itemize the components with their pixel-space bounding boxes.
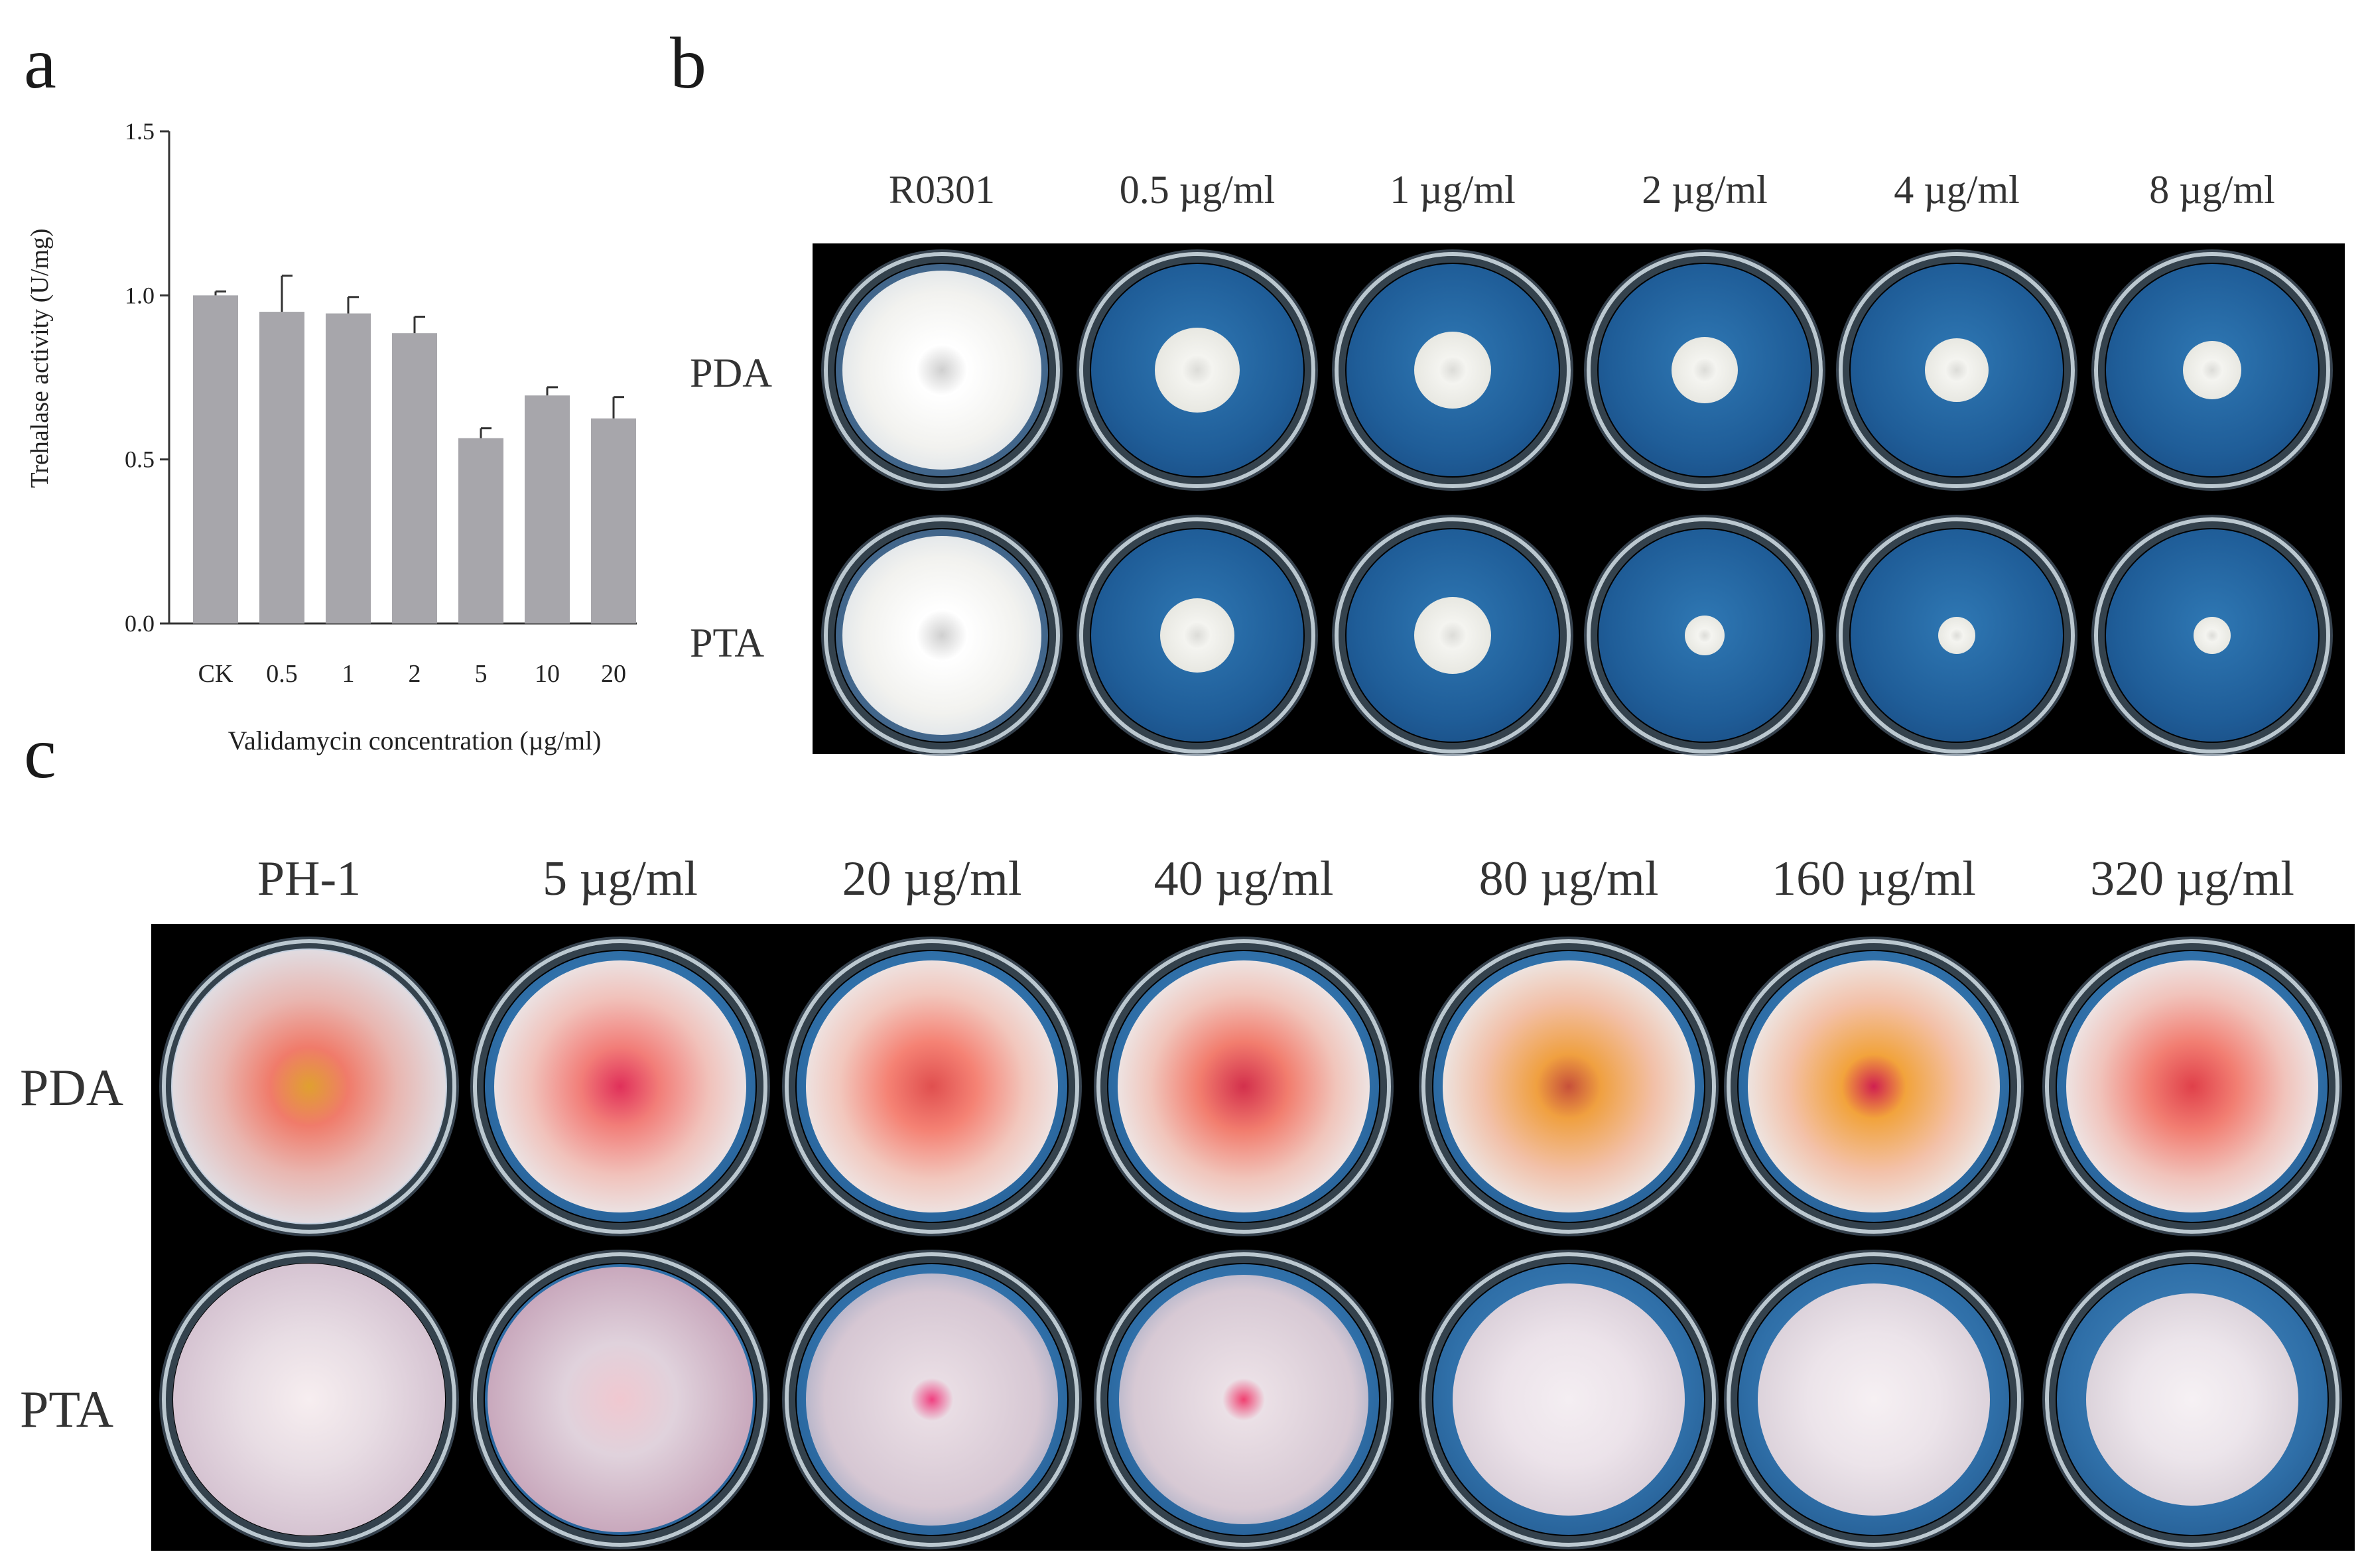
petri-dish: [1421, 1252, 1716, 1547]
petri-dish: [1096, 1252, 1391, 1547]
row-label: PDA: [690, 351, 773, 396]
column-label: 2 µg/ml: [1642, 168, 1768, 212]
dish-rim: [1587, 252, 1823, 488]
row-label: PTA: [20, 1380, 114, 1438]
bar: [193, 295, 238, 623]
bar: [392, 333, 437, 623]
petri-dish: [473, 1252, 767, 1547]
dish-rim: [1839, 517, 2075, 753]
petri-dish: [785, 1252, 1079, 1547]
dish-rim: [2094, 517, 2330, 753]
dish-rim: [2045, 1252, 2339, 1547]
dish-rim: [1587, 517, 1823, 753]
dish-rim: [2094, 252, 2330, 488]
panel-b-plate-photo: [813, 243, 2345, 754]
petri-dish: [162, 1252, 456, 1547]
dish-rim: [1839, 252, 2075, 488]
dish-rim: [1421, 1252, 1716, 1547]
dish-rim: [162, 1252, 456, 1547]
panel-c-plate-photo: [151, 924, 2355, 1551]
petri-dish: [2045, 939, 2339, 1234]
petri-dish: [1727, 939, 2021, 1234]
petri-dish: [1587, 252, 1823, 488]
petri-dish: [1079, 252, 1315, 488]
column-label: R0301: [888, 168, 996, 212]
bar: [326, 313, 371, 623]
trehalase-bar-chart: 0.0 0.5 1.0 1.5 CK 0.5 1 2 5 10 20 Trehalase acti…: [26, 118, 637, 755]
petri-dish: [2094, 252, 2330, 488]
x-tick-label: 2: [409, 660, 421, 688]
dish-rim: [824, 517, 1060, 753]
dish-rim: [2045, 939, 2339, 1234]
petri-dish: [1839, 517, 2075, 753]
dish-rim: [824, 252, 1060, 488]
dish-rim: [1421, 939, 1716, 1234]
y-tick-label: 1.5: [125, 118, 155, 145]
dish-rim: [1727, 1252, 2021, 1547]
column-label: 0.5 µg/ml: [1119, 168, 1276, 212]
petri-dish: [162, 939, 456, 1234]
petri-dish: [1727, 1252, 2021, 1547]
dish-rim: [1079, 517, 1315, 753]
column-label: 8 µg/ml: [2149, 168, 2275, 212]
dish-rim: [1727, 939, 2021, 1234]
dish-rim: [1335, 252, 1571, 488]
dish-rim: [473, 939, 767, 1234]
y-tick-label: 0.0: [125, 610, 155, 637]
petri-dish: [473, 939, 767, 1234]
x-axis-label: Validamycin concentration (µg/ml): [228, 726, 602, 755]
row-label: PDA: [20, 1059, 124, 1116]
column-label: 320 µg/ml: [2090, 852, 2294, 906]
column-label: 4 µg/ml: [1894, 168, 2020, 212]
petri-dish: [1587, 517, 1823, 753]
petri-dish: [824, 517, 1060, 753]
row-label: PTA: [690, 621, 765, 666]
x-tick-label: CK: [198, 660, 233, 688]
column-label: 40 µg/ml: [1153, 852, 1334, 906]
bar: [525, 395, 570, 623]
x-tick-label: 1: [342, 660, 355, 688]
dish-rim: [1096, 1252, 1391, 1547]
dish-rim: [1079, 252, 1315, 488]
x-tick-label: 0.5: [266, 660, 298, 688]
petri-dish: [1421, 939, 1716, 1234]
column-label: 5 µg/ml: [543, 852, 698, 906]
bar: [458, 438, 503, 623]
column-label: PH-1: [257, 852, 361, 906]
petri-dish: [2094, 517, 2330, 753]
petri-dish: [1839, 252, 2075, 488]
bar: [591, 418, 636, 623]
petri-dish: [1335, 517, 1571, 753]
panel-label-a: a: [24, 23, 56, 103]
y-tick-label: 0.5: [125, 446, 155, 473]
x-tick-label: 5: [475, 660, 488, 688]
petri-dish: [2045, 1252, 2339, 1547]
panel-label-c: c: [24, 712, 56, 793]
dish-rim: [473, 1252, 767, 1547]
dish-rim: [785, 1252, 1079, 1547]
column-label: 80 µg/ml: [1479, 852, 1659, 906]
petri-dish: [1096, 939, 1391, 1234]
petri-dish: [824, 252, 1060, 488]
dish-rim: [785, 939, 1079, 1234]
column-label: 160 µg/ml: [1772, 852, 1976, 906]
petri-dish: [1079, 517, 1315, 753]
petri-dish: [785, 939, 1079, 1234]
column-label: 20 µg/ml: [842, 852, 1022, 906]
column-label: 1 µg/ml: [1390, 168, 1516, 212]
panel-label-b: b: [670, 23, 706, 103]
x-tick-label: 20: [601, 660, 626, 688]
bar: [259, 312, 304, 623]
petri-dish: [1335, 252, 1571, 488]
dish-rim: [162, 939, 456, 1234]
dish-rim: [1096, 939, 1391, 1234]
y-tick-label: 1.0: [125, 282, 155, 308]
x-tick-label: 10: [535, 660, 560, 688]
dish-rim: [1335, 517, 1571, 753]
y-axis-label: Trehalase activity (U/mg): [26, 228, 54, 488]
